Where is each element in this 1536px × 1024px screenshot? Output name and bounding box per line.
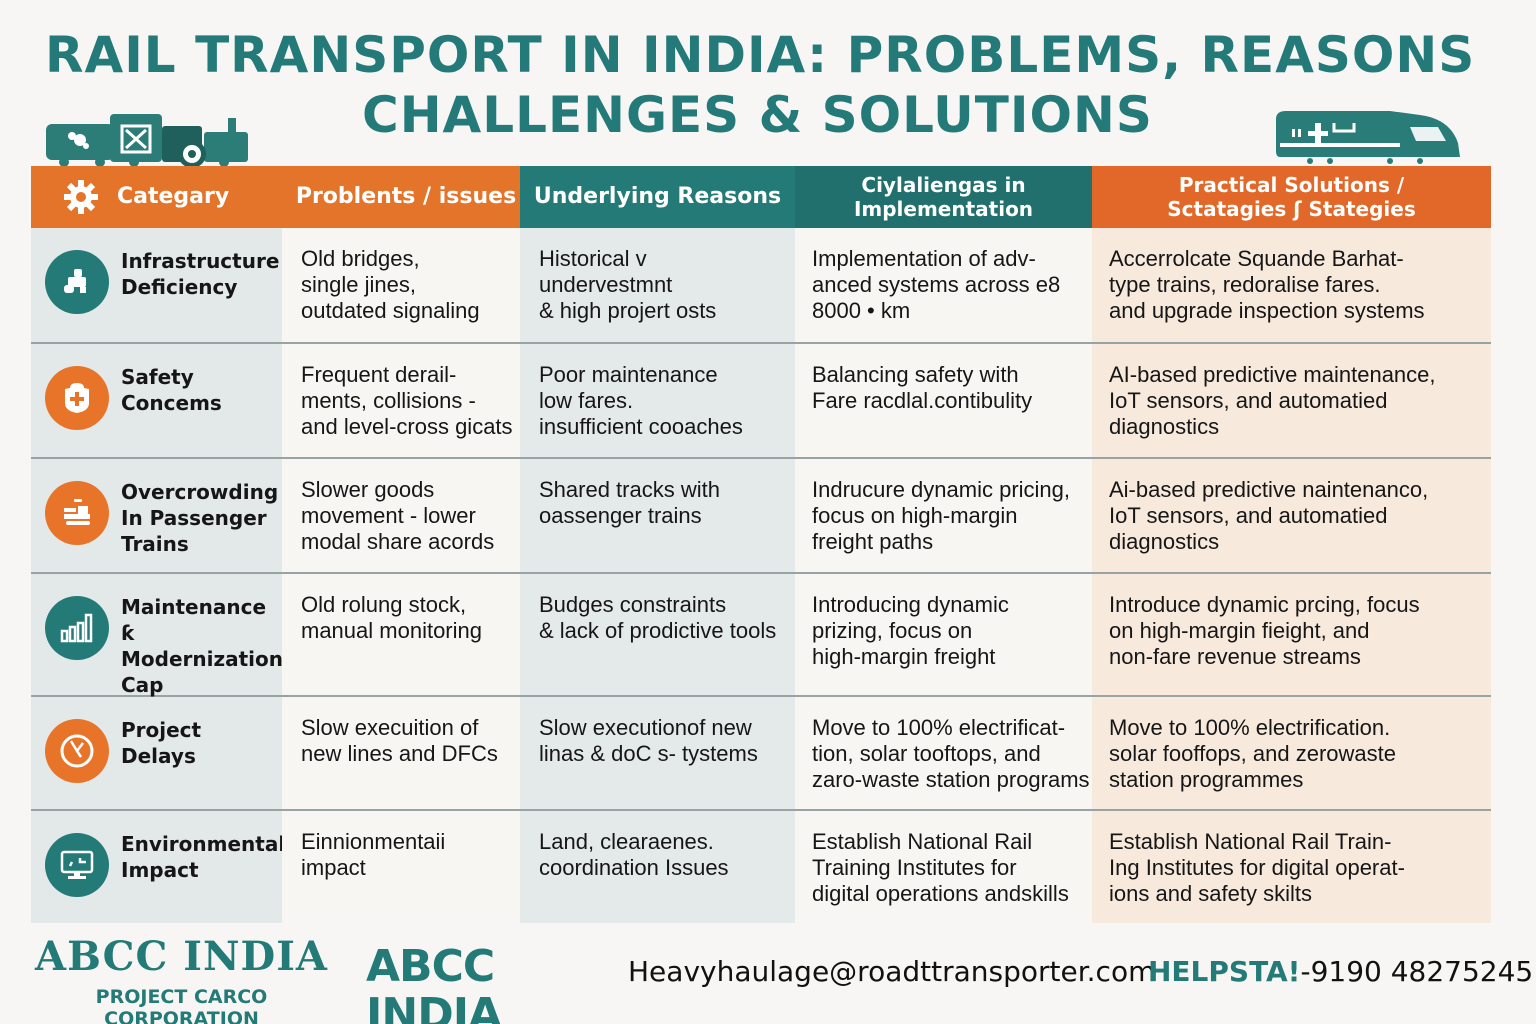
category-label: Infrastructure Deficiency <box>121 249 280 299</box>
header-challenges-line1: Ciylaliengas in <box>861 173 1026 197</box>
challenges-cell: Establish National Rail Training Institu… <box>795 811 1092 923</box>
reasons-cell: Poor maintenance low fares. insufficient… <box>520 344 795 457</box>
crowded-train-icon <box>45 481 109 545</box>
footer: ABCC INDIA PROJECT CARCO CORPORATION ABC… <box>0 925 1536 1024</box>
table-row: Maintenance ƙ Modernization Cap Old rolu… <box>31 574 1491 697</box>
reasons-cell: Historical v undervestmnt & high projert… <box>520 228 795 342</box>
category-label: Maintenance ƙ Modernization Cap <box>121 595 284 697</box>
phone-number: -9190 48275245 <box>1300 955 1534 988</box>
category-cell: Overcrowding In Passenger Trains <box>31 459 282 572</box>
header-solutions-line2: Sctatagies ʃ Stategies <box>1167 197 1416 221</box>
category-cell: Project Delays <box>31 697 282 809</box>
table-header-row: Categary Problents / issues Underlying R… <box>31 166 1491 228</box>
header-category-label: Categary <box>117 184 230 209</box>
logo-primary-name: ABCC INDIA <box>35 933 328 980</box>
logo-primary-tagline: PROJECT CARCO CORPORATION <box>95 986 268 1024</box>
category-label: Project Delays <box>121 718 202 768</box>
page-title-line-1: RAIL TRANSPORT IN INDIA: PROBLEMS, REASO… <box>45 26 1476 84</box>
challenges-cell: Move to 100% electrificat- tion, solar t… <box>795 697 1092 809</box>
header-solutions: Practical Solutions / Sctatagies ʃ State… <box>1092 166 1491 228</box>
category-cell: Environmental Impact <box>31 811 286 923</box>
category-cell: Infrastructure Deficiency <box>31 228 282 342</box>
reasons-cell: Budges constraints & lack of prodictive … <box>520 574 795 695</box>
monitor-icon <box>45 833 109 897</box>
challenges-cell: Balancing safety with Fare racdlal.conti… <box>795 344 1092 457</box>
problems-cell: Old rolung stock, manual monitoring <box>282 574 520 695</box>
table-row: Safety Concems Frequent derail- ments, c… <box>31 344 1491 459</box>
table-row: Overcrowding In Passenger Trains Slower … <box>31 459 1491 574</box>
solutions-cell: Establish National Rail Train- Ing Insti… <box>1092 811 1491 923</box>
challenges-cell: Introducing dynamic prizing, focus on hi… <box>795 574 1092 695</box>
clock-icon <box>45 719 109 783</box>
table-row: Project Delays Slow execuition of new li… <box>31 697 1491 811</box>
header-category: Categary <box>31 166 282 228</box>
solutions-cell: Accerrolcate Squande Barhat- type trains… <box>1092 228 1491 342</box>
category-label: Environmental Impact <box>121 832 286 882</box>
solutions-cell: Introduce dynamic prcing, focus on high-… <box>1092 574 1491 695</box>
problems-cell: Einnionmentaii impact <box>282 811 520 923</box>
header-challenges-line2: Implementation <box>853 197 1034 221</box>
infrastructure-icon <box>45 250 109 314</box>
problems-cell: Slower goods movement - lower modal shar… <box>282 459 520 572</box>
company-logo-primary: ABCC INDIA PROJECT CARCO CORPORATION <box>34 933 329 1024</box>
header-reasons: Underlying Reasons <box>520 166 795 228</box>
challenges-cell: Indrucure dynamic pricing, focus on high… <box>795 459 1092 572</box>
reasons-cell: Slow executionof new linas & doC s- tyst… <box>520 697 795 809</box>
contact-email-link[interactable]: Heavyhaulage@roadttransporter.com <box>628 955 1156 988</box>
table-row: Environmental Impact Einnionmentaii impa… <box>31 811 1491 923</box>
header-problems: Problents / issues <box>282 166 520 228</box>
reasons-cell: Shared tracks with oassenger trains <box>520 459 795 572</box>
contact-phone[interactable]: HELPSTA!-9190 48275245 <box>1148 955 1533 988</box>
category-label: Overcrowding In Passenger Trains <box>121 480 279 556</box>
electric-train-icon <box>1276 111 1460 164</box>
page-title-line-2: CHALLENGES & SOLUTIONS <box>362 86 1153 144</box>
safety-shield-icon <box>45 366 109 430</box>
logo-secondary-name: ABCC INDIA <box>366 941 502 1024</box>
rail-issues-table: Categary Problents / issues Underlying R… <box>31 166 1491 923</box>
solutions-cell: Ai-based predictive naintenanco, IoT sen… <box>1092 459 1491 572</box>
solutions-cell: Move to 100% electrification. solar foof… <box>1092 697 1491 809</box>
company-logo-secondary: ABCC INDIA PROJECT CARCD CORPORATION <box>366 943 606 1024</box>
category-cell: Safety Concems <box>31 344 282 457</box>
problems-cell: Slow execuition of new lines and DFCs <box>282 697 520 809</box>
solutions-cell: AI-based predictive maintenance, IoT sen… <box>1092 344 1491 457</box>
category-cell: Maintenance ƙ Modernization Cap <box>31 574 284 697</box>
reasons-cell: Land, clearaenes. coordination Issues <box>520 811 795 923</box>
problems-cell: Frequent derail- ments, collisions - and… <box>282 344 520 457</box>
challenges-cell: Implementation of adv- anced systems acr… <box>795 228 1092 342</box>
category-label: Safety Concems <box>121 365 222 415</box>
header-solutions-line1: Practical Solutions / <box>1178 173 1405 197</box>
phone-label: HELPSTA! <box>1148 955 1301 988</box>
header-challenges: Ciylaliengas in Implementation <box>795 166 1092 228</box>
problems-cell: Old bridges, single jines, outdated sign… <box>282 228 520 342</box>
gear-icon <box>64 180 98 214</box>
bar-chart-icon <box>45 596 109 660</box>
train-engines-icon <box>46 114 248 168</box>
table-row: Infrastructure Deficiency Old bridges, s… <box>31 228 1491 344</box>
